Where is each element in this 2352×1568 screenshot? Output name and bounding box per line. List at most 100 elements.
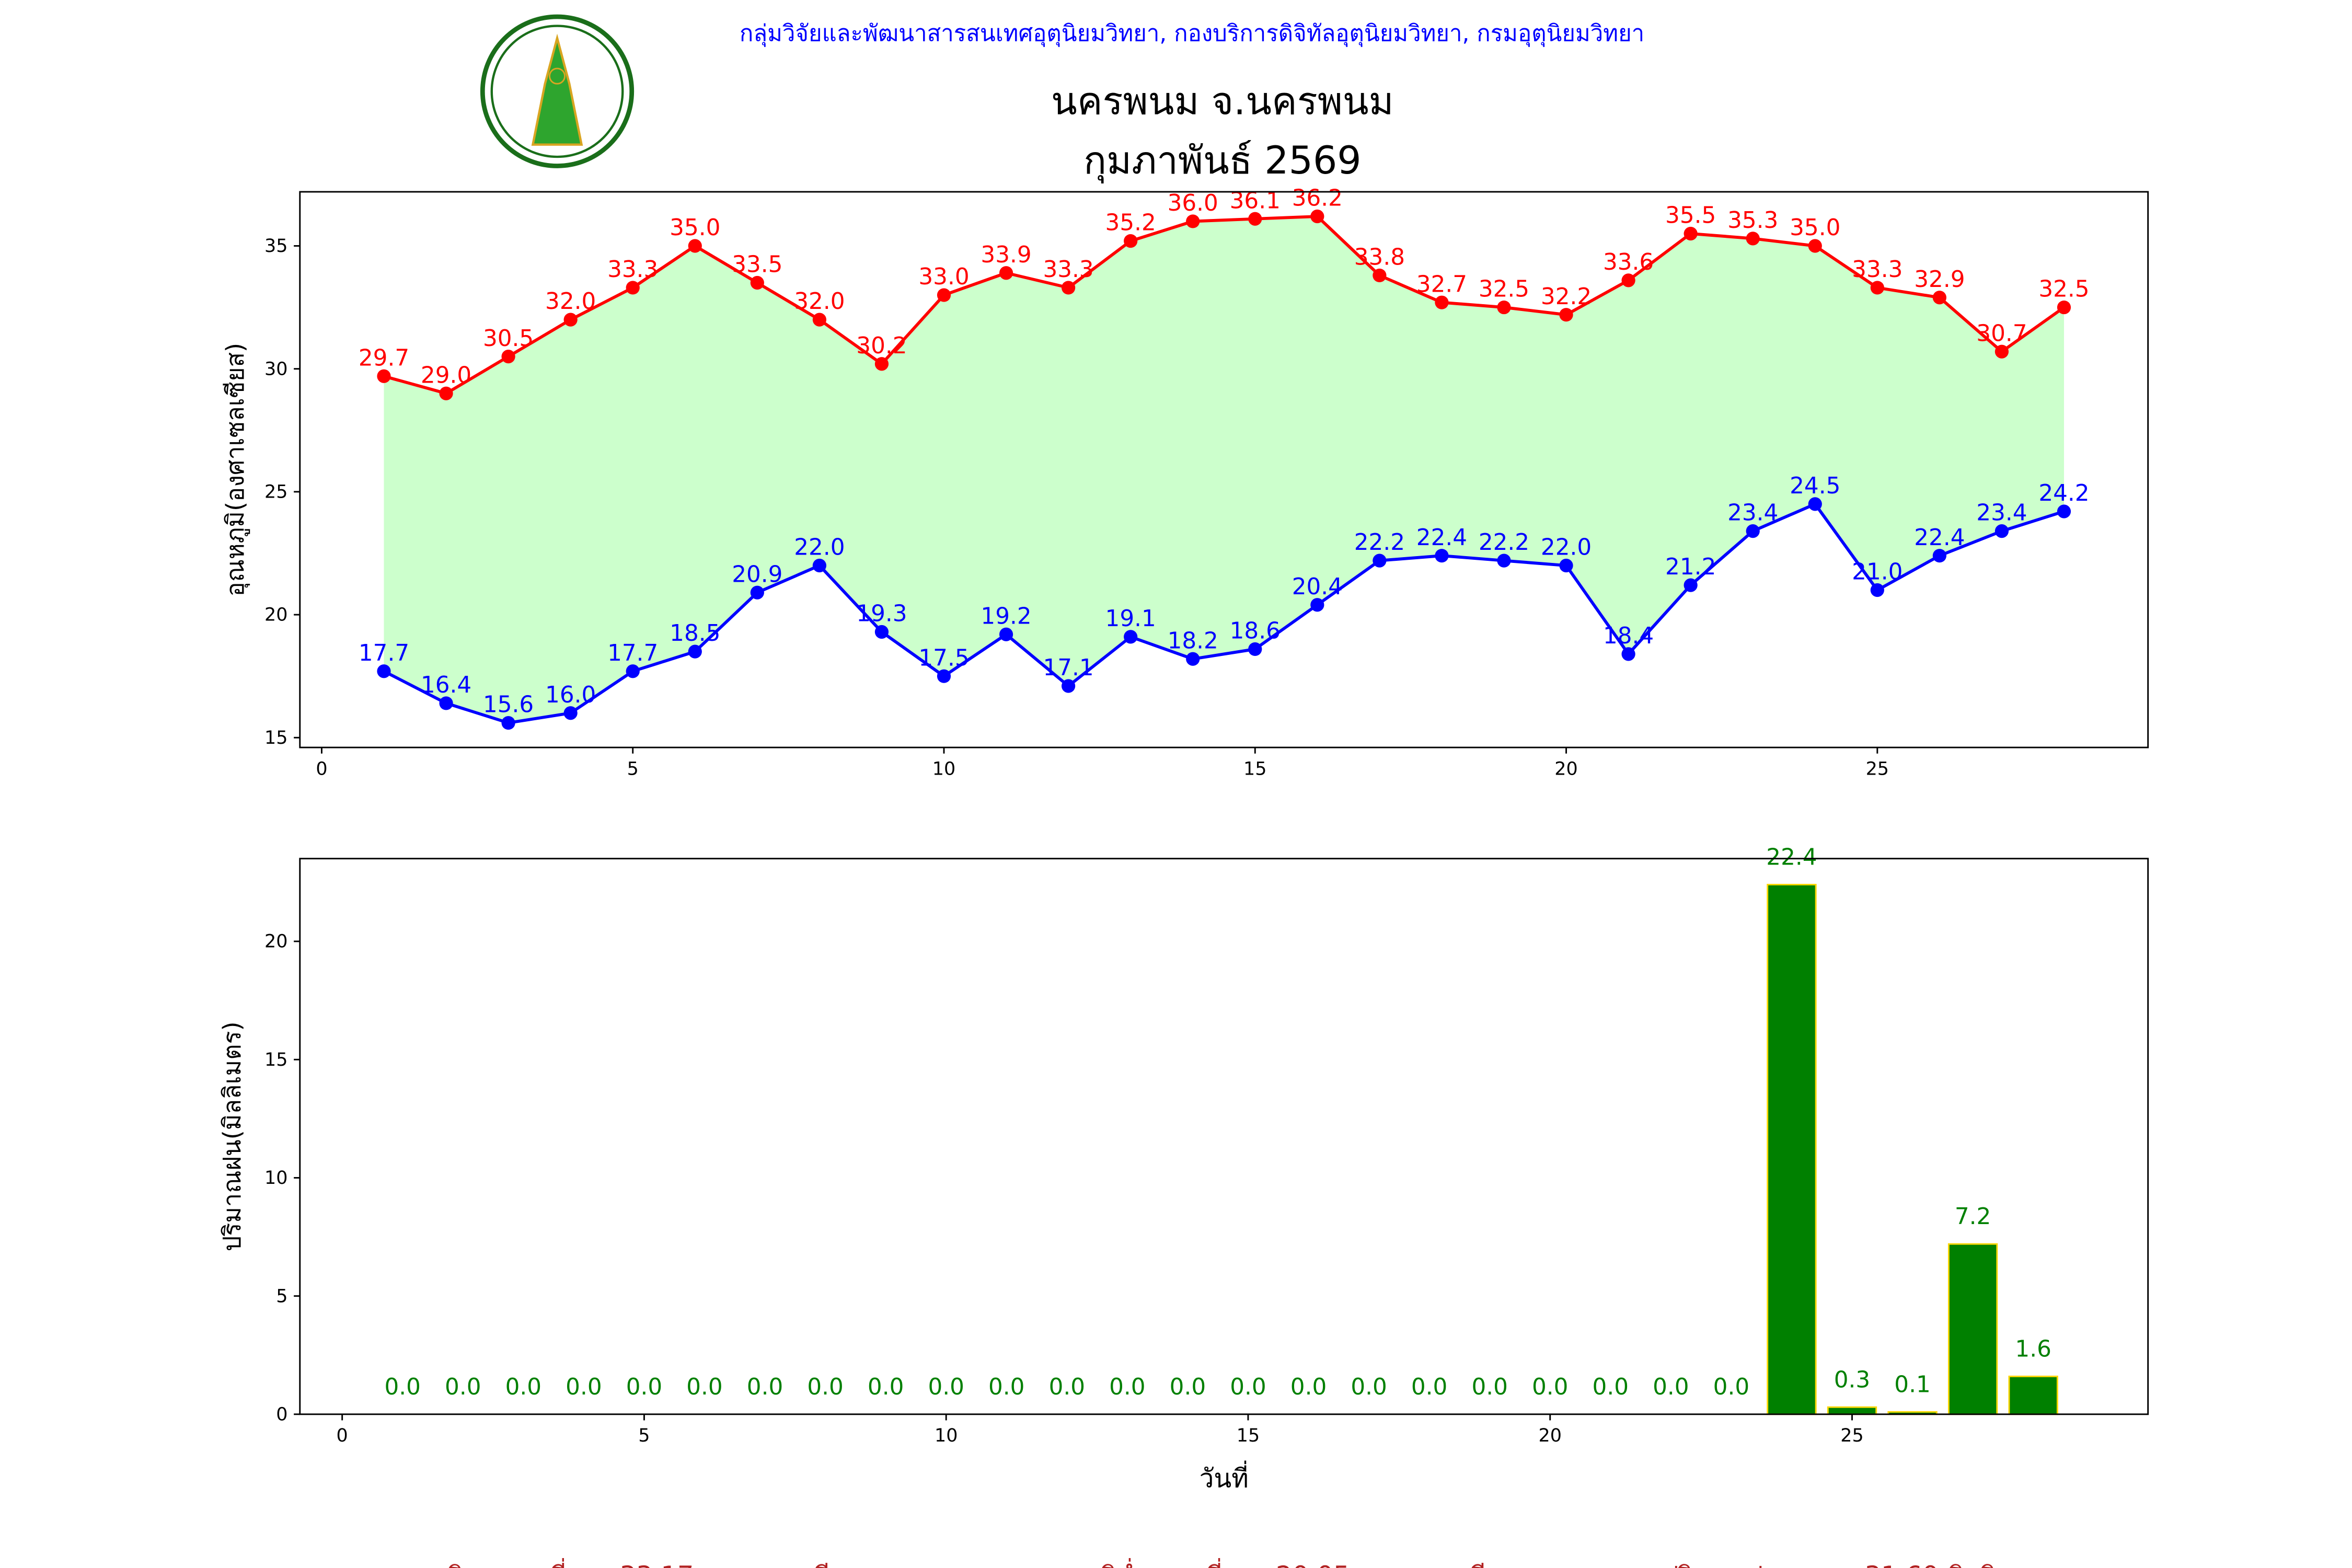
max-temperature-point xyxy=(377,369,391,383)
min-temperature-point xyxy=(626,664,640,678)
rain-bar-label: 0.0 xyxy=(1713,1374,1749,1400)
min-temperature-point xyxy=(1373,554,1387,568)
max-temperature-point xyxy=(2057,300,2071,315)
max-temperature-point xyxy=(501,350,515,364)
rain-bar-label: 0.0 xyxy=(1290,1374,1327,1400)
max-temperature-point xyxy=(874,357,889,371)
min-temperature-point xyxy=(1248,642,1262,656)
min-temperature-point xyxy=(812,558,826,573)
agency-header: กลุ่มวิจัยและพัฒนาสารสนเทศอุตุนิยมวิทยา,… xyxy=(740,20,1644,48)
min-temperature-label: 19.3 xyxy=(856,601,907,627)
min-temperature-line xyxy=(383,502,2065,725)
y-tick-label: 20 xyxy=(264,605,287,626)
min-temperature-point xyxy=(439,696,453,710)
max-temperature-label: 32.5 xyxy=(2038,276,2089,303)
max-temperature-label: 35.2 xyxy=(1105,210,1156,236)
max-temperature-point xyxy=(1497,300,1511,315)
max-temperature-label: 32.0 xyxy=(794,288,845,315)
min-temperature-point xyxy=(937,669,951,683)
x-tick-label: 5 xyxy=(627,759,639,780)
max-temperature-label: 35.5 xyxy=(1665,202,1716,229)
max-temperature-label: 32.9 xyxy=(1914,266,1965,293)
min-temperature-label: 17.5 xyxy=(918,644,969,671)
min-temperature-point xyxy=(1124,630,1138,644)
min-temperature-point xyxy=(874,625,889,639)
temperature-chart: 29.7 29.0 30.5 32.0 33.3 35.0 33.5 32.0 30.2 33.0… xyxy=(221,185,2149,780)
max-temperature-point xyxy=(1746,232,1760,246)
max-temperature-point xyxy=(563,313,578,327)
max-temperature-label: 32.5 xyxy=(1479,276,1529,303)
max-temperature-label: 32.0 xyxy=(545,288,596,315)
max-temperature-point xyxy=(1559,308,1573,322)
min-temperature-label: 15.6 xyxy=(483,691,534,718)
min-temperature-label: 24.5 xyxy=(1790,472,1840,499)
min-temperature-point xyxy=(1746,524,1760,538)
plot-frame xyxy=(299,191,2149,748)
min-temperature-label: 16.4 xyxy=(421,672,471,698)
x-tick-label: 20 xyxy=(1538,1425,1561,1446)
min-temperature-point xyxy=(1186,652,1200,666)
min-temperature-label: 19.2 xyxy=(981,603,1031,629)
rain-bar-label: 1.6 xyxy=(2015,1336,2051,1363)
max-temperature-point xyxy=(1310,209,1324,224)
max-temperature-point xyxy=(937,288,951,302)
max-temperature-point xyxy=(439,386,453,400)
max-temperature-label: 33.9 xyxy=(981,241,1031,268)
summary-avg-max: อุณหภูมิสูงสุดเฉลี่ย = 33.17 องศาเซลเซีย… xyxy=(372,1558,860,1568)
max-temperature-point xyxy=(999,266,1013,280)
y-tick-label: 15 xyxy=(264,728,287,748)
min-temperature-label: 23.4 xyxy=(1976,500,2027,526)
x-tick-label: 15 xyxy=(1237,1425,1260,1446)
rain-bar-label: 0.0 xyxy=(686,1374,722,1400)
max-temperature-label: 33.6 xyxy=(1603,249,1654,275)
min-temperature-label: 22.2 xyxy=(1354,529,1405,556)
max-temperature-label: 33.8 xyxy=(1354,244,1405,271)
min-temperature-label: 20.4 xyxy=(1292,573,1343,600)
rain-bar-label: 0.1 xyxy=(1894,1371,1930,1398)
max-temperature-label: 32.7 xyxy=(1416,271,1467,297)
x-axis-label: วันที่ xyxy=(1200,1461,1249,1494)
rain-bar-label: 0.0 xyxy=(868,1374,904,1400)
min-temperature-label: 18.2 xyxy=(1168,627,1218,654)
min-temperature-label: 19.1 xyxy=(1105,605,1156,632)
x-tick-label: 15 xyxy=(1243,759,1266,780)
max-temperature-label: 30.5 xyxy=(483,325,534,352)
max-temperature-label: 32.2 xyxy=(1541,283,1592,310)
min-temperature-point xyxy=(1435,549,1449,563)
rain-bar-label: 0.0 xyxy=(1653,1374,1689,1400)
min-temperature-point xyxy=(1684,578,1698,592)
x-tick-label: 20 xyxy=(1554,759,1577,780)
min-temperature-point xyxy=(1870,583,1884,597)
rain-bar-label: 0.0 xyxy=(1170,1374,1206,1400)
min-temperature-point xyxy=(688,644,702,659)
rain-bar-label: 0.0 xyxy=(1109,1374,1145,1400)
max-temperature-label: 33.3 xyxy=(1852,256,1903,283)
max-temperature-point xyxy=(1124,234,1138,248)
rain-bar xyxy=(1767,884,1817,1415)
max-temperature-label: 35.0 xyxy=(1790,214,1840,241)
max-temperature-label: 35.0 xyxy=(670,214,720,241)
rain-bar-label: 0.0 xyxy=(385,1374,421,1400)
rain-bar-label: 7.2 xyxy=(1955,1203,1991,1230)
max-temperature-label: 29.7 xyxy=(359,344,409,371)
rain-bar-label: 0.0 xyxy=(1593,1374,1629,1400)
rain-bar-label: 0.0 xyxy=(1049,1374,1085,1400)
max-temperature-point xyxy=(1621,273,1635,287)
max-temperature-point xyxy=(1248,212,1262,226)
rain-bar-label: 0.0 xyxy=(1471,1374,1507,1400)
min-temperature-label: 23.4 xyxy=(1727,500,1778,526)
max-temperature-point xyxy=(812,313,826,327)
rainfall-chart: 0.0 0.0 0.0 0.0 0.0 0.0 0.0 0.0 0.0 0.0 0.0 0.0 0.0 0… xyxy=(218,844,2149,1494)
min-temperature-label: 22.4 xyxy=(1914,524,1965,551)
min-temperature-label: 24.2 xyxy=(2038,480,2089,506)
rain-bar-label: 0.0 xyxy=(566,1374,602,1400)
rain-bar-label: 22.4 xyxy=(1766,844,1817,871)
x-tick-label: 25 xyxy=(1840,1425,1863,1446)
rain-bar xyxy=(1947,1243,1998,1415)
summary-rain-total: ปริมาณฝนรวม = 31.60 มิลลิเมตร xyxy=(1662,1561,2052,1568)
min-temperature-point xyxy=(1062,679,1076,693)
max-temperature-label: 33.3 xyxy=(1043,256,1093,283)
min-temperature-point xyxy=(1559,558,1573,573)
max-temperature-point xyxy=(1186,214,1200,228)
